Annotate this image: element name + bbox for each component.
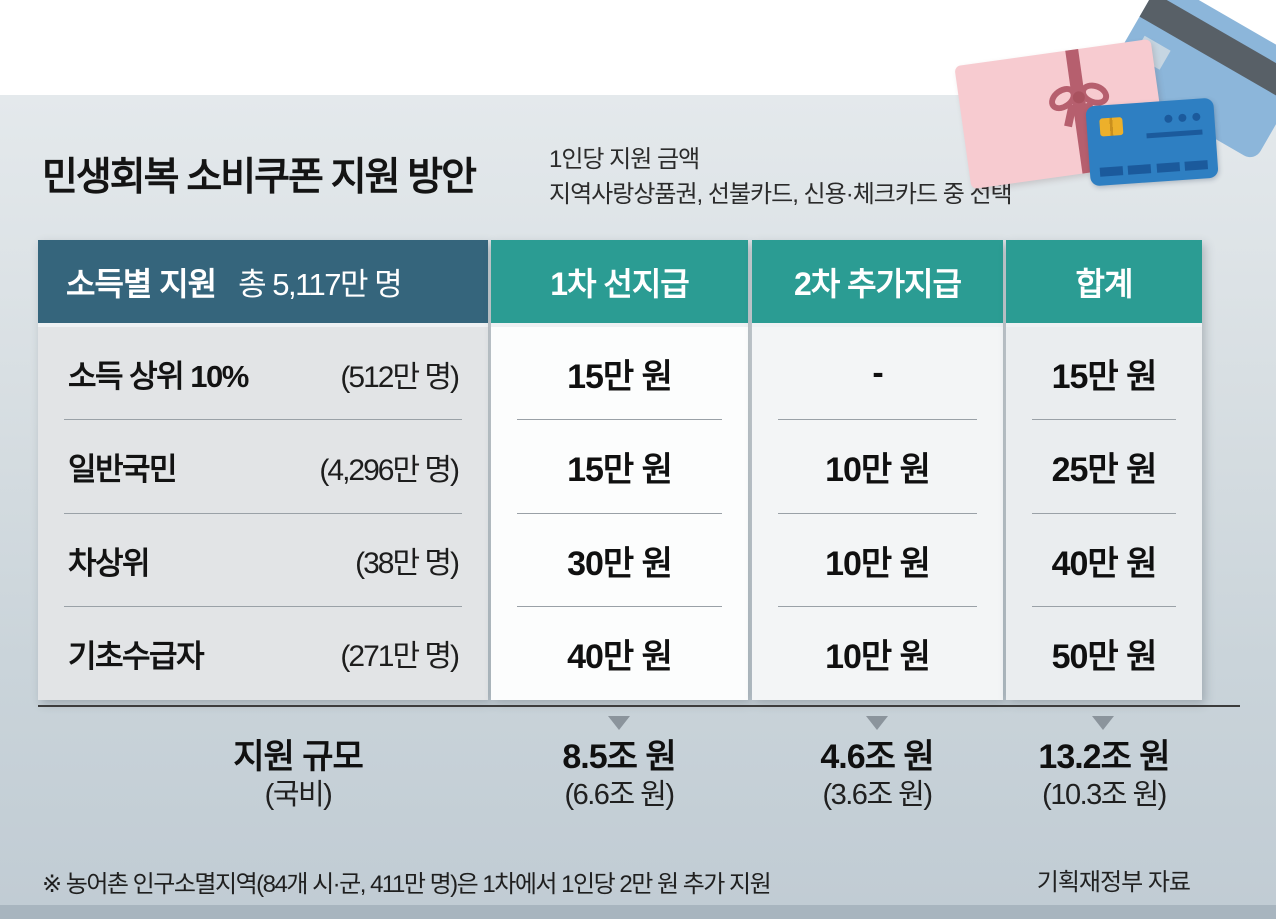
totals-divider-line xyxy=(38,705,1240,707)
total-amount-national: (6.6조 원) xyxy=(564,779,675,811)
row-name: 차상위 xyxy=(68,545,151,581)
row-count: (38만 명) xyxy=(355,547,460,581)
table-cell: 25만 원 xyxy=(1006,420,1202,514)
footnote: ※ 농어촌 인구소멸지역(84개 시·군, 411만 명)은 1차에서 1인당 … xyxy=(42,871,772,898)
table-row: 일반국민 (4,296만 명) xyxy=(38,420,488,514)
header-second-payment: 2차 추가지급 xyxy=(752,240,1003,323)
table-cell: 40만 원 xyxy=(1006,514,1202,608)
column-first-payment: 1차 선지급 15만 원 15만 원 30만 원 40만 원 xyxy=(491,240,748,700)
table-cell: 15만 원 xyxy=(491,420,748,514)
row-name: 일반국민 xyxy=(68,452,178,488)
totals-label: 지원 규모 (국비) xyxy=(173,737,423,814)
page-subtitle: 1인당 지원 금액 지역사랑상품권, 선불카드, 신용·체크카드 중 선택 xyxy=(549,142,1013,212)
total-amount: 4.6조 원 xyxy=(820,738,934,776)
row-name: 소득 상위 10% xyxy=(68,359,249,395)
cell-value: 10만 원 xyxy=(825,637,931,676)
bottom-band xyxy=(0,905,1276,919)
total-amount: 8.5조 원 xyxy=(562,738,676,776)
table-cell: 10만 원 xyxy=(752,420,1003,514)
credit-card-icon xyxy=(1085,97,1219,187)
table-cell: 50만 원 xyxy=(1006,607,1202,700)
row-count: (512만 명) xyxy=(340,360,460,394)
totals-first-payment: 8.5조 원 (6.6조 원) xyxy=(494,737,744,814)
source-credit: 기획재정부 자료 xyxy=(1036,869,1191,896)
cell-value: 15만 원 xyxy=(567,358,673,397)
header-first-payment: 1차 선지급 xyxy=(491,240,748,323)
arrow-down-icon xyxy=(866,716,888,730)
cell-value: 15만 원 xyxy=(1051,358,1158,397)
total-amount-national: (10.3조 원) xyxy=(1042,779,1167,811)
cell-value: 15만 원 xyxy=(567,451,673,490)
table-cell: - xyxy=(752,327,1003,421)
subtitle-line1: 1인당 지원 금액 xyxy=(549,146,700,173)
column-total: 합계 15만 원 25만 원 40만 원 50만 원 xyxy=(1006,240,1202,700)
card-chip xyxy=(1099,117,1124,137)
gift-cards-illustration xyxy=(940,0,1276,200)
cell-value: 50만 원 xyxy=(1051,637,1158,676)
cell-value: 25만 원 xyxy=(1051,451,1158,490)
table-cell: 15만 원 xyxy=(491,327,748,421)
row-count: (4,296만 명) xyxy=(319,453,460,487)
cell-value: 30만 원 xyxy=(567,544,673,583)
header-label: 소득별 지원 xyxy=(66,265,217,302)
table-cell: 40만 원 xyxy=(491,607,748,700)
table-row: 차상위 (38만 명) xyxy=(38,514,488,608)
header-income-groups: 소득별 지원 총 5,117만 명 xyxy=(38,240,488,323)
card-dots xyxy=(1164,112,1201,124)
subtitle-line2: 지역사랑상품권, 선불카드, 신용·체크카드 중 선택 xyxy=(549,181,1013,208)
row-count: (271만 명) xyxy=(340,640,460,674)
card-stripes xyxy=(1099,160,1209,177)
column-income-groups: 소득별 지원 총 5,117만 명 소득 상위 10% (512만 명) 일반국… xyxy=(38,240,488,700)
cell-value: 40만 원 xyxy=(1051,544,1158,583)
page-title: 민생회복 소비쿠폰 지원 방안 xyxy=(42,156,477,199)
table-cell: 15만 원 xyxy=(1006,327,1202,421)
header-total: 합계 xyxy=(1006,240,1202,323)
totals-grand-total: 13.2조 원 (10.3조 원) xyxy=(979,737,1229,814)
table-cell: 10만 원 xyxy=(752,514,1003,608)
arrow-down-icon xyxy=(1092,716,1114,730)
cell-value: - xyxy=(872,354,883,393)
cell-value: 40만 원 xyxy=(567,637,673,676)
arrow-down-icon xyxy=(608,716,630,730)
table-row: 소득 상위 10% (512만 명) xyxy=(38,327,488,421)
header-total-count: 총 5,117만 명 xyxy=(238,267,403,302)
card-number-line xyxy=(1146,129,1203,139)
totals-label-sub: (국비) xyxy=(264,779,333,811)
column-second-payment: 2차 추가지급 - 10만 원 10만 원 10만 원 xyxy=(752,240,1003,700)
total-amount: 13.2조 원 xyxy=(1038,738,1170,776)
total-amount-national: (3.6조 원) xyxy=(822,779,933,811)
table-cell: 10만 원 xyxy=(752,607,1003,700)
totals-label-main: 지원 규모 xyxy=(233,738,364,776)
cell-value: 10만 원 xyxy=(825,451,931,490)
table-row: 기초수급자 (271만 명) xyxy=(38,607,488,700)
row-name: 기초수급자 xyxy=(68,638,205,674)
totals-second-payment: 4.6조 원 (3.6조 원) xyxy=(752,737,1002,814)
cell-value: 10만 원 xyxy=(825,544,931,583)
table-cell: 30만 원 xyxy=(491,514,748,608)
